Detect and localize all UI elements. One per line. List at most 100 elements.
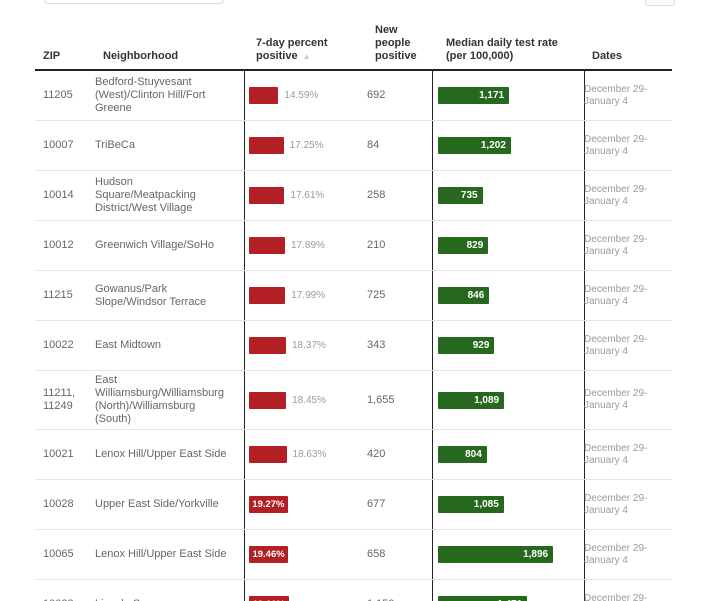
table-row: 10014 Hudson Square/Meatpacking District… (35, 171, 672, 221)
percent-positive-bar: 19.46% (249, 546, 289, 563)
percent-positive-cell: 19.27% (248, 496, 367, 513)
neighborhood-cell: East Williamsburg/Williamsburg (North)/W… (95, 374, 224, 425)
test-rate-bar: 829 (438, 237, 489, 254)
table-row: 10021 Lenox Hill/Upper East Side 18.63% … (35, 430, 672, 480)
test-rate-bar: 804 (438, 446, 487, 463)
table-row: 10022 East Midtown 18.37% 343 929 Decemb… (35, 321, 672, 371)
test-rate-cell: 929 (438, 324, 584, 367)
percent-positive-outside-label: 18.45% (292, 394, 327, 406)
top-right-button[interactable] (645, 0, 675, 6)
percent-positive-bar: 19.61% (249, 596, 289, 601)
neighborhood-cell: Lenox Hill/Upper East Side (95, 548, 227, 560)
dates-cell: December 29- January 4 (584, 442, 648, 466)
column-header-zip[interactable]: ZIP (43, 50, 61, 62)
test-rate-bar: 929 (438, 337, 495, 354)
percent-positive-cell: 14.59% (248, 87, 367, 104)
zip-cell: 10028 (43, 498, 74, 510)
new-positive-cell: 420 (367, 448, 386, 460)
percent-positive-cell: 17.99% (248, 287, 367, 304)
column-header-test-rate[interactable]: Median daily test rate (per 100,000) (446, 37, 558, 62)
zip-cell: 11211, 11249 (43, 387, 76, 412)
test-rate-cell: 735 (438, 174, 584, 217)
test-rate-cell: 1,896 (438, 533, 584, 576)
new-positive-cell: 343 (367, 339, 386, 351)
new-positive-cell: 1,159 (367, 598, 438, 601)
neighborhood-cell: Upper East Side/Yorkville (95, 498, 219, 510)
table-row: 10065 Lenox Hill/Upper East Side 19.46% … (35, 530, 672, 580)
table-row: 10012 Greenwich Village/SoHo 17.89% 210 … (35, 221, 672, 271)
test-rate-bar: 846 (438, 287, 490, 304)
column-header-new-positive[interactable]: New people positive (375, 24, 417, 62)
table-body: 11205 Bedford-Stuyvesant (West)/Clinton … (35, 71, 672, 601)
neighborhood-cell: Lincoln Square (95, 598, 248, 601)
dates-cell: December 29- January 4 (584, 492, 648, 516)
percent-positive-cell: 19.61% (248, 596, 367, 601)
test-rate-bar: 735 (438, 187, 483, 204)
percent-positive-bar-label: 19.61% (253, 598, 285, 601)
percent-positive-bar-label: 19.46% (252, 549, 285, 560)
test-rate-bar: 1,085 (438, 496, 504, 513)
percent-positive-bar (249, 337, 286, 354)
neighborhood-cell: Hudson Square/Meatpacking District/West … (95, 176, 196, 214)
percent-positive-cell: 19.46% (248, 546, 367, 563)
column-header-percent-positive[interactable]: 7-day percent positive ▲ (256, 37, 328, 63)
percent-positive-cell: 17.25% (248, 137, 367, 154)
zip-cell: 10014 (43, 189, 74, 201)
neighborhood-cell: TriBeCa (95, 139, 135, 151)
column-header-percent-positive-label: 7-day percent positive (256, 37, 328, 62)
column-divider (584, 71, 585, 601)
test-rate-cell: 1,471 (438, 583, 584, 601)
test-rate-cell: 1,202 (438, 124, 584, 167)
zip-cell: 11205 (43, 89, 73, 101)
new-positive-cell: 677 (367, 498, 386, 510)
percent-positive-outside-label: 17.61% (290, 190, 325, 201)
column-header-neighborhood[interactable]: Neighborhood (103, 50, 179, 62)
table-row: 11215 Gowanus/Park Slope/Windsor Terrace… (35, 271, 672, 321)
table-row: 10023 Lincoln Square 19.61% 1,159 1,471 … (35, 580, 672, 601)
neighborhood-cell: East Midtown (95, 339, 162, 351)
neighborhood-cell: Gowanus/Park Slope/Windsor Terrace (95, 282, 207, 308)
new-positive-cell: 1,655 (367, 393, 395, 406)
table-row: 11211, 11249 East Williamsburg/Williamsb… (35, 371, 672, 430)
new-positive-cell: 725 (367, 289, 386, 301)
percent-positive-outside-label: 14.59% (284, 90, 319, 101)
zip-cell: 10021 (43, 448, 74, 460)
test-rate-cell: 846 (438, 274, 584, 317)
test-rate-bar: 1,896 (438, 546, 554, 563)
dates-cell: December 29- January 4 (584, 542, 648, 566)
dates-cell: December 29- January 4 (584, 592, 648, 601)
test-rate-cell: 1,089 (438, 379, 584, 422)
percent-positive-bar: 19.27% (249, 496, 288, 513)
percent-positive-outside-label: 18.37% (292, 340, 326, 351)
percent-positive-bar (249, 287, 286, 304)
table-header: ZIP Neighborhood 7-day percent positive ▲… (35, 0, 672, 71)
percent-positive-cell: 17.89% (248, 237, 367, 254)
new-positive-cell: 84 (367, 139, 380, 151)
neighborhood-cell: Lenox Hill/Upper East Side (95, 448, 227, 460)
zip-cell: 10022 (43, 339, 74, 351)
dates-cell: December 29- January 4 (584, 388, 648, 411)
test-rate-bar: 1,202 (438, 137, 511, 154)
zip-cell: 10007 (43, 139, 74, 151)
neighborhood-cell: Greenwich Village/SoHo (95, 239, 215, 251)
zip-cell: 10023 (35, 598, 95, 601)
new-positive-cell: 258 (367, 189, 386, 201)
percent-positive-bar-label: 19.27% (252, 499, 285, 510)
dates-cell: December 29- January 4 (584, 133, 648, 157)
dates-cell: December 29- January 4 (584, 83, 648, 107)
test-rate-cell: 804 (438, 433, 584, 476)
new-positive-cell: 210 (367, 239, 386, 251)
zip-cell: 11215 (43, 289, 73, 301)
percent-positive-bar (249, 237, 285, 254)
percent-positive-cell: 18.63% (248, 446, 367, 463)
table-row: 11205 Bedford-Stuyvesant (West)/Clinton … (35, 71, 672, 121)
percent-positive-outside-label: 17.89% (291, 240, 325, 251)
column-divider (244, 71, 245, 601)
table-row: 10028 Upper East Side/Yorkville 19.27% 6… (35, 480, 672, 530)
test-rate-cell: 829 (438, 224, 584, 267)
sort-asc-icon: ▲ (302, 52, 311, 61)
dates-cell: December 29- January 4 (584, 233, 648, 257)
percent-positive-outside-label: 17.99% (291, 290, 326, 301)
neighborhood-cell: Bedford-Stuyvesant (West)/Clinton Hill/F… (95, 76, 206, 114)
column-header-dates[interactable]: Dates (592, 50, 622, 62)
